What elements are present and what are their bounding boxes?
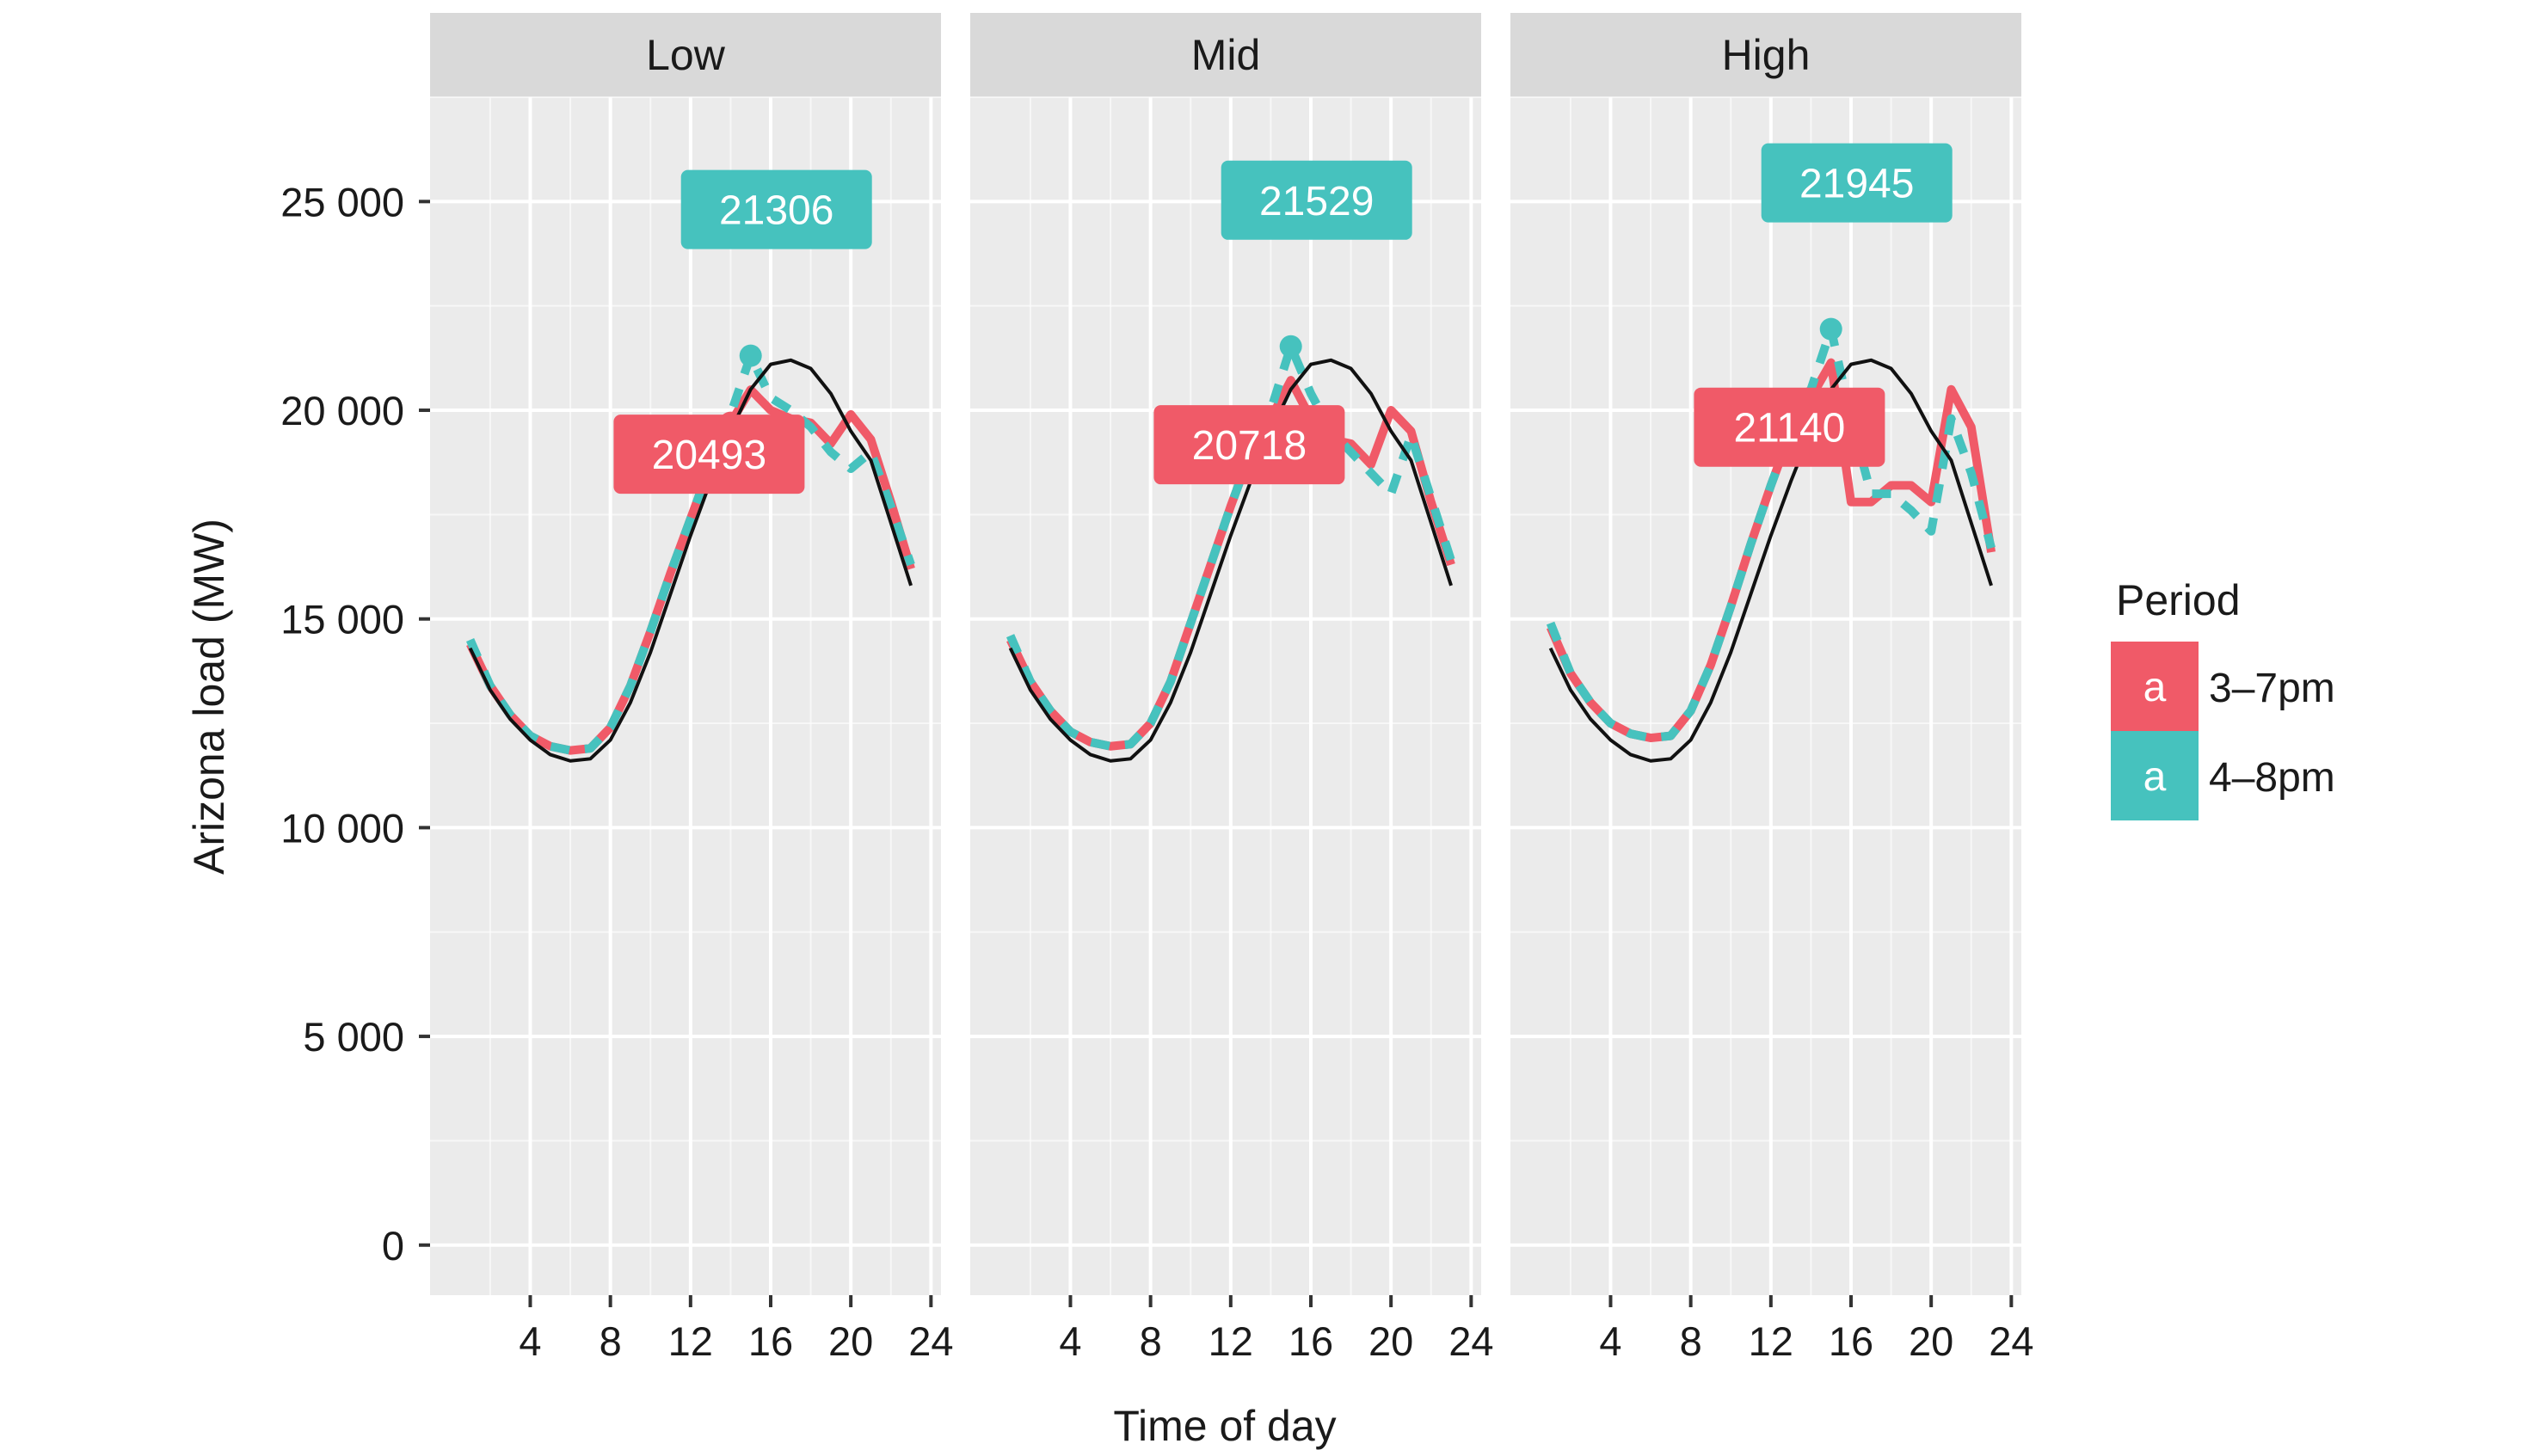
facet-strip	[1510, 13, 2021, 97]
data-label-text: 20718	[1192, 423, 1307, 469]
y-tick-label: 5 000	[303, 1014, 404, 1060]
panel-low: Low 21306 20493	[430, 13, 941, 1295]
x-tick-label: 8	[1680, 1318, 1702, 1364]
panel-background	[1510, 97, 2021, 1295]
series-line-baseline	[468, 358, 913, 763]
data-label-box	[1221, 160, 1412, 240]
x-tick-label: 8	[1140, 1318, 1162, 1364]
panel-background	[430, 97, 941, 1295]
y-tick-label: 20 000	[280, 388, 404, 433]
x-tick-label: 4	[519, 1318, 541, 1364]
series-line-baseline	[1008, 358, 1453, 763]
x-tick-label: 24	[908, 1318, 953, 1364]
legend-title: Period	[2116, 576, 2241, 624]
facet-strip	[430, 13, 941, 97]
legend: Period a 3–7pm a 4–8pm	[2111, 576, 2335, 820]
data-label-box	[1153, 405, 1345, 485]
x-tick-label: 12	[668, 1318, 713, 1364]
legend-key-4-8pm	[2111, 731, 2199, 820]
data-label-box	[613, 415, 805, 495]
legend-key-3-7pm	[2111, 642, 2199, 731]
data-label-text: 21945	[1799, 162, 1914, 207]
data-label-box	[1761, 143, 1953, 223]
panel-mid: Mid 21529 20718	[970, 13, 1481, 1295]
data-label-4-8pm: 21529	[1221, 160, 1412, 240]
data-label-text: 20493	[652, 433, 766, 478]
y-tick-label: 25 000	[280, 179, 404, 224]
x-axis: 4 8 12 16 20 24 4 8 12 16 20 24 4 8 12 16 20 24	[519, 1295, 2033, 1364]
legend-entry-4-8pm[interactable]: a 4–8pm	[2111, 731, 2335, 820]
x-tick-label: 4	[1059, 1318, 1081, 1364]
x-tick-label: 16	[1288, 1318, 1333, 1364]
panels-layer: Low 21306 20493 Mid 21529 20718 High 21945 21140	[430, 13, 2021, 1295]
legend-entry-3-7pm[interactable]: a 3–7pm	[2111, 642, 2335, 731]
x-tick-label: 24	[1989, 1318, 2033, 1364]
peak-point	[1819, 317, 1842, 341]
x-tick-label: 20	[1909, 1318, 1953, 1364]
panel-background	[970, 97, 1481, 1295]
data-label-box	[680, 169, 872, 249]
x-tick-label: 20	[828, 1318, 873, 1364]
x-tick-label: 12	[1749, 1318, 1793, 1364]
series-line-4-8pm	[1006, 341, 1455, 751]
series-line-4-8pm	[1546, 324, 1996, 743]
x-tick-label: 16	[748, 1318, 793, 1364]
y-tick-label: 0	[382, 1223, 404, 1269]
data-label-3-7pm: 20493	[613, 415, 805, 495]
data-label-3-7pm: 20718	[1153, 405, 1345, 485]
panel-high: High 21945 21140	[1510, 13, 2021, 1295]
data-label-4-8pm: 21306	[680, 169, 872, 249]
legend-label-4-8pm: 4–8pm	[2209, 755, 2335, 801]
peak-point	[1279, 335, 1302, 358]
data-label-box	[1694, 387, 1885, 467]
legend-key-glyph: a	[2143, 665, 2167, 710]
x-tick-label: 8	[600, 1318, 622, 1364]
x-tick-label: 12	[1208, 1318, 1253, 1364]
x-axis-title: Time of day	[1113, 1402, 1336, 1450]
data-label-text: 21529	[1259, 179, 1374, 224]
facet-strip-label: Mid	[1191, 31, 1261, 79]
peak-point	[739, 344, 762, 367]
legend-label-3-7pm: 3–7pm	[2209, 666, 2335, 711]
x-tick-label: 24	[1448, 1318, 1493, 1364]
data-label-3-7pm: 21140	[1694, 387, 1885, 467]
y-tick-label: 15 000	[280, 597, 404, 642]
facet-strip-label: Low	[646, 31, 726, 79]
facet-strip-label: High	[1722, 31, 1811, 79]
series-line-3-7pm	[1006, 376, 1455, 751]
x-tick-label: 16	[1829, 1318, 1873, 1364]
y-axis-title: Arizona load (MW)	[185, 519, 233, 875]
x-tick-label: 20	[1368, 1318, 1413, 1364]
data-label-text: 21306	[719, 188, 833, 234]
data-label-text: 21140	[1733, 406, 1845, 452]
series-line-baseline	[1548, 358, 1993, 763]
y-tick-label: 10 000	[280, 805, 404, 851]
facet-strip	[970, 13, 1481, 97]
data-label-4-8pm: 21945	[1761, 143, 1953, 223]
series-line-4-8pm	[466, 351, 915, 755]
y-axis: 0 5 000 10 000 15 000 20 000 25 000	[280, 179, 430, 1269]
x-tick-label: 4	[1599, 1318, 1621, 1364]
legend-key-glyph: a	[2143, 754, 2167, 800]
